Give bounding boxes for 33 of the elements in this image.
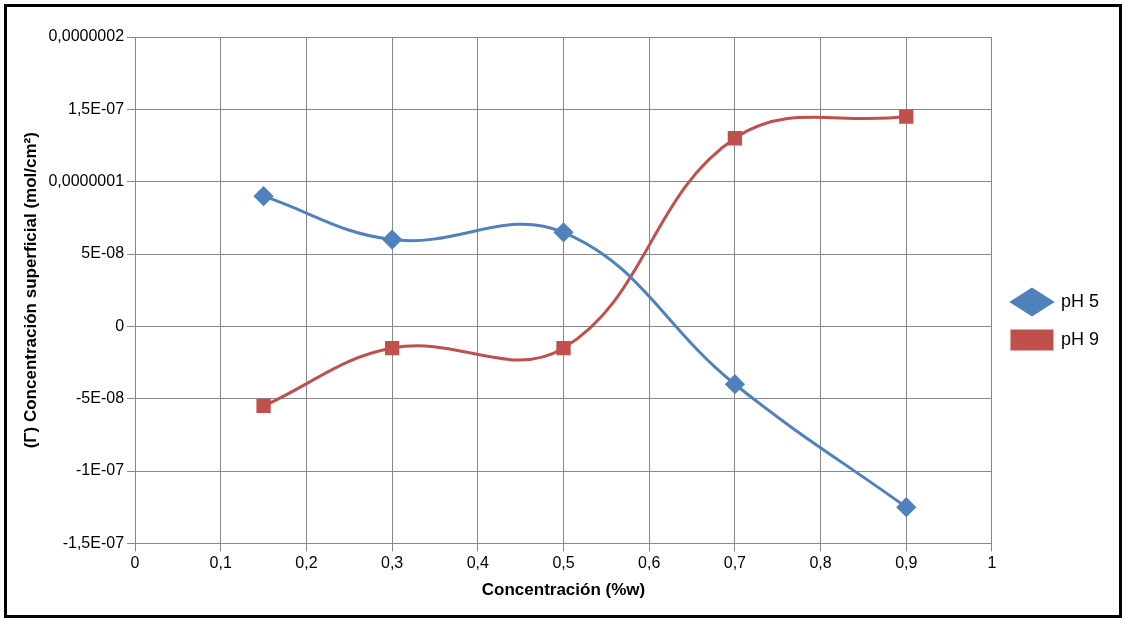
- x-tick-label: 0,8: [809, 554, 832, 572]
- x-tick-label: 0,7: [723, 554, 747, 572]
- point: [899, 109, 914, 124]
- x-tick-label: 0,6: [638, 554, 661, 572]
- x-axis-title: Concentración (%w): [481, 580, 646, 600]
- point: [384, 340, 400, 356]
- x-tick-label: 0,5: [552, 554, 575, 572]
- x-tick-label: 0,1: [209, 554, 232, 572]
- y-tick-label: 1,5E-07: [67, 99, 125, 117]
- point: [382, 230, 402, 250]
- point: [256, 398, 271, 414]
- point: [254, 186, 274, 206]
- x-tick-label: 0: [130, 554, 140, 572]
- point: [556, 340, 571, 356]
- y-tick-label: -1,5E-07: [62, 533, 125, 551]
- y-tick-label: 0,0000001: [48, 172, 125, 190]
- point: [554, 222, 574, 242]
- y-tick-label: 0,0000002: [48, 27, 125, 45]
- y-tick-label: 5E-08: [81, 244, 125, 262]
- y-tick-label: 0: [115, 316, 125, 334]
- x-tick-label: 0,3: [380, 554, 404, 572]
- y-tick-label: -1E-07: [76, 461, 125, 479]
- x-tick-label: 1: [987, 554, 997, 572]
- x-tick-label: 0,4: [466, 554, 490, 572]
- x-tick-label: 0,2: [295, 554, 318, 572]
- point: [725, 374, 745, 394]
- legend-label: pH 5: [1060, 290, 1100, 311]
- point: [896, 497, 916, 517]
- legend-label: pH 9: [1060, 328, 1100, 349]
- y-tick-label: -5E-08: [76, 389, 125, 407]
- y-axis-title: (Γ) Concentración superficial (mol/cm²): [20, 132, 40, 449]
- x-tick-label: 0,9: [895, 554, 918, 572]
- point: [727, 131, 743, 146]
